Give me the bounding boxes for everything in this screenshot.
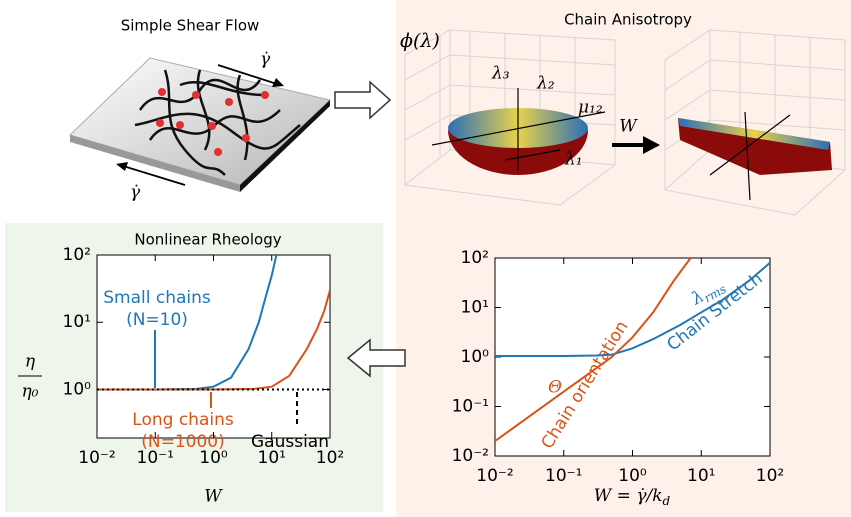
shear-rate-label: γ̇ (130, 183, 141, 203)
y-tick-label: 10² (461, 248, 489, 268)
y-axis-label: η (25, 352, 36, 372)
shear-rate-label: γ̇ (260, 50, 271, 70)
x-tick-label: 10⁻² (78, 448, 115, 468)
axis-label: μ₁₂ (578, 98, 603, 118)
annotation: (N=1000) (141, 432, 225, 452)
chart-title: Nonlinear Rheology (134, 231, 281, 249)
phi-label: ϕ(λ) (400, 30, 440, 52)
y-tick-label: 10⁰ (461, 347, 490, 367)
x-tick-label: 10⁻¹ (545, 466, 582, 486)
line (495, 258, 692, 442)
annotation: Small chains (103, 288, 211, 308)
stretched-ellipsoid (678, 111, 832, 201)
x-tick-label: 10² (756, 466, 784, 486)
y-axis-label: η₀ (22, 382, 39, 402)
axis-label: λ₃ (491, 64, 510, 84)
ellipsoid (431, 88, 606, 175)
x-tick-label: 10¹ (687, 466, 715, 486)
line (495, 262, 770, 357)
y-tick-label: 10⁰ (63, 379, 92, 399)
x-tick-label: 10⁰ (618, 466, 647, 486)
annotation: Gaussian (251, 432, 329, 452)
y-tick-label: 10⁻¹ (452, 397, 489, 417)
arrow (346, 338, 406, 378)
y-tick-label: 10⁻² (452, 446, 489, 466)
x-tick-label: 10¹ (258, 448, 286, 468)
axis-label: λ₁ (564, 150, 583, 170)
x-axis-label-sub: d (663, 494, 671, 508)
arrow-label: W (619, 117, 638, 137)
y-tick-label: 10² (63, 245, 91, 265)
x-axis-label: W = γ̇/kd (594, 486, 671, 508)
x-tick-label: 10⁻² (476, 466, 513, 486)
y-tick-label: 10¹ (63, 312, 91, 332)
arrow (334, 80, 392, 120)
x-tick-label: 10² (316, 448, 344, 468)
annotation: (N=10) (126, 310, 188, 330)
annotation: Long chains (132, 410, 234, 430)
y-tick-label: 10¹ (461, 298, 489, 318)
x-tick-label: 10⁰ (199, 448, 228, 468)
anisotropy-title: Chain Anisotropy (564, 11, 692, 29)
shear-sketch (69, 57, 332, 192)
axis-label: λ₂ (536, 74, 555, 94)
x-tick-label: 10⁻¹ (137, 448, 174, 468)
annotation: Θ (548, 378, 562, 398)
x-axis-label: W (204, 487, 223, 507)
x-axis-label-main: W = γ̇/k (594, 486, 663, 506)
plot-area (96, 254, 331, 439)
arrow (643, 136, 660, 154)
shear-title: Simple Shear Flow (121, 17, 260, 35)
